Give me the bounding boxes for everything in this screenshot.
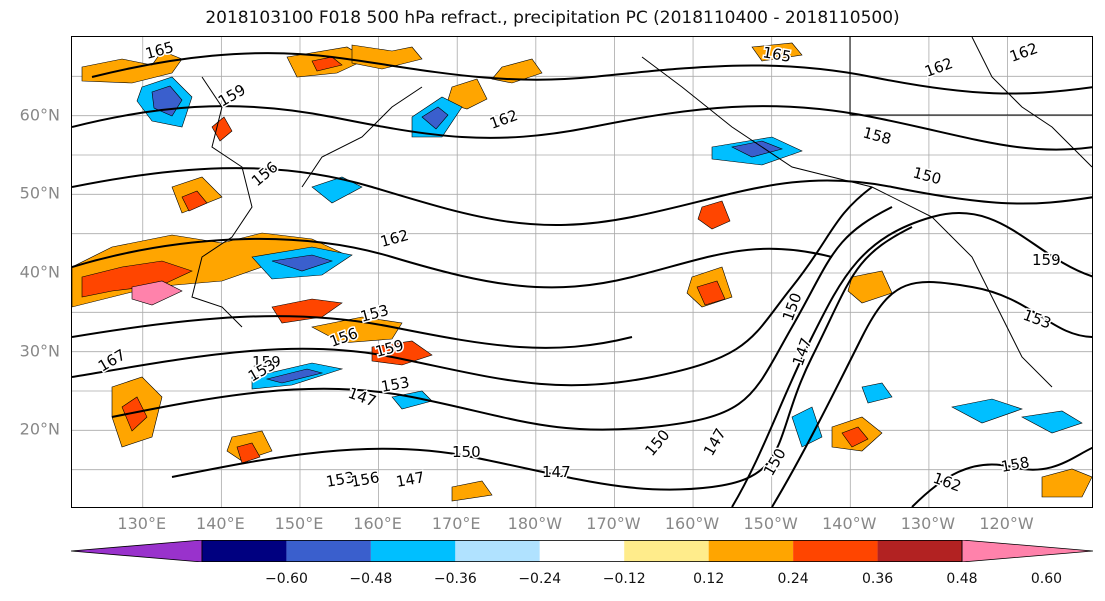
- contour-label: 162: [1007, 39, 1040, 66]
- longitude-label: 180°W: [507, 514, 563, 533]
- colorbar-tick-label: 0.48: [946, 571, 978, 587]
- latitude-label: 40°N: [19, 262, 60, 282]
- latitude-label: 20°N: [19, 419, 60, 439]
- contour-label: 162: [487, 106, 520, 133]
- map-title: 2018103100 F018 500 hPa refract., precip…: [205, 8, 900, 28]
- colorbar-swatch: [708, 540, 794, 562]
- precip-negative-patches: [136, 76, 1083, 448]
- contour-label: 150: [779, 290, 806, 323]
- contour-label: 162: [922, 54, 955, 81]
- colorbar-tick-label: −0.12: [602, 571, 646, 587]
- contour-label: 150: [452, 443, 481, 461]
- contour-label: 156: [350, 468, 381, 491]
- contour-label: 147: [789, 335, 816, 368]
- colorbar-swatch: [877, 540, 962, 562]
- latitude-label: 30°N: [19, 341, 60, 361]
- contour-label: 156: [248, 158, 282, 190]
- contour-label: 150: [760, 445, 790, 479]
- colorbar-swatch: [286, 540, 371, 562]
- contour-label: 159: [1032, 251, 1061, 269]
- colorbar-tick-label: 0.12: [693, 571, 725, 587]
- contour-label: 165: [761, 43, 792, 66]
- contour-label: 162: [378, 226, 410, 251]
- map-panel: 165 159 156 162 165 162 162 158 150 162 159 153 150 1…: [71, 36, 1093, 508]
- colorbar-swatch: [793, 540, 878, 562]
- longitude-label: 120°W: [979, 514, 1034, 533]
- colorbar-tick-label: −0.48: [349, 571, 393, 587]
- longitude-label: 130°W: [900, 514, 956, 533]
- longitude-label: 140°E: [196, 514, 245, 533]
- colorbar-tick-label: −0.60: [264, 571, 308, 587]
- precip-positive-patches: [72, 42, 1092, 502]
- longitude-label: 150°W: [743, 514, 798, 533]
- contour-label: 158: [1000, 453, 1031, 476]
- longitude-label: 160°W: [664, 514, 720, 533]
- refractivity-contours: [72, 52, 1092, 507]
- contour-label: 158: [861, 123, 893, 148]
- contour-label: 159: [252, 353, 281, 371]
- longitude-label: 160°E: [353, 514, 402, 533]
- colorbar-max-extend: [961, 540, 1093, 562]
- colorbar-swatch: [539, 540, 625, 562]
- contour-label: 147: [346, 384, 379, 411]
- longitude-label: 130°E: [117, 514, 167, 533]
- contour-label: 147: [395, 468, 426, 491]
- colorbar-tick-label: −0.36: [433, 571, 477, 587]
- colorbar-swatch: [370, 540, 456, 562]
- colorbar-swatch: [202, 540, 287, 562]
- contour-label: 147: [542, 463, 571, 481]
- coastlines: [191, 37, 1092, 388]
- colorbar: [71, 540, 1093, 562]
- longitude-label: 140°W: [822, 514, 877, 533]
- contour-label: 153: [1021, 306, 1054, 333]
- longitude-label: 170°E: [431, 514, 481, 533]
- contour-label: 153: [380, 373, 411, 396]
- contour-label: 150: [911, 163, 943, 188]
- colorbar-tick-label: 0.60: [1030, 571, 1063, 587]
- graticule: [72, 37, 1092, 507]
- longitude-label: 170°W: [586, 514, 641, 533]
- colorbar-tick-label: −0.24: [518, 571, 562, 587]
- latitude-label: 50°N: [19, 183, 60, 203]
- longitude-label: 150°E: [274, 514, 324, 533]
- colorbar-tick-label: 0.36: [861, 571, 894, 587]
- colorbar-outline: [201, 540, 963, 562]
- colorbar-min-extend: [71, 540, 203, 562]
- contour-label: 150: [641, 426, 673, 460]
- colorbar-swatch: [455, 540, 540, 562]
- colorbar-swatch: [624, 540, 709, 562]
- colorbar-tick-label: 0.24: [777, 571, 809, 587]
- latitude-label: 60°N: [19, 105, 60, 125]
